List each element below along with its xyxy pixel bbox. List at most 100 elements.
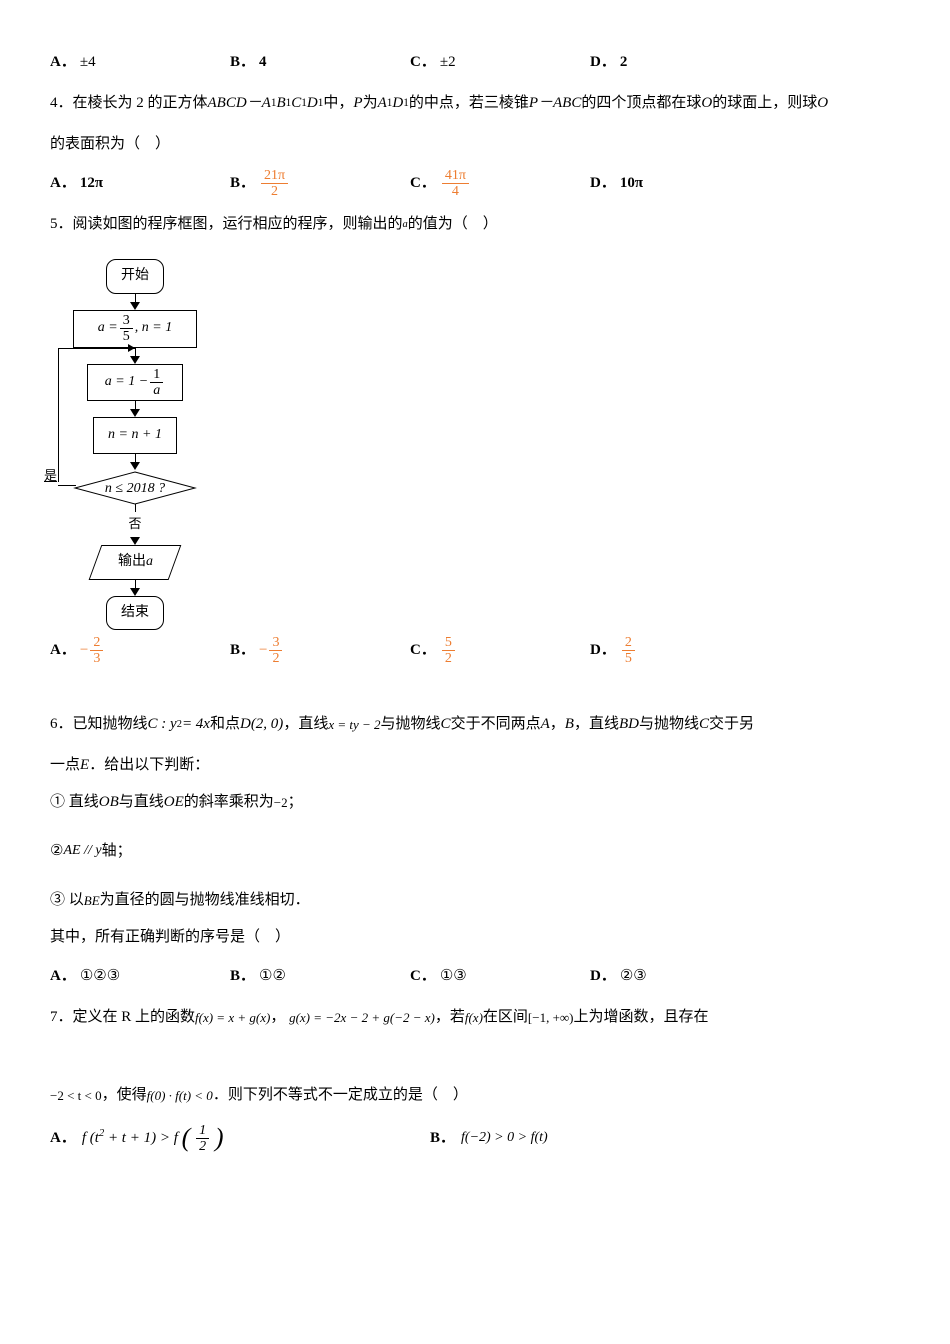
q4-choices: A． 12π B． 21π 2 C． 41π 4 D． 10π (50, 167, 900, 200)
q6-choice-d: D． ②③ (590, 960, 770, 993)
label: D． (590, 634, 616, 667)
line1: x = ty − 2 (328, 711, 380, 740)
n: 12 (80, 175, 95, 191)
q4-tail: 的表面积为（ ） (50, 128, 170, 161)
frac: 21π 2 (261, 168, 288, 200)
choice-label: B． (230, 46, 255, 79)
t: 7．定义在 R 上的函数 (50, 1001, 195, 1034)
val: 12π (80, 167, 103, 200)
expr: f (t2 + t + 1) > f ( 1 2 ) (82, 1122, 224, 1155)
B: B (276, 87, 285, 120)
num: 3 (120, 313, 133, 329)
q7-stem-2: −2 < t < 0 ，使得 f(0) · f(t) < 0 ．则下列不等式不一… (50, 1079, 900, 1112)
neg2: −2 (274, 789, 288, 818)
den: a (150, 383, 163, 398)
t: 输出 (118, 554, 146, 569)
t: 在区间 (483, 1001, 528, 1034)
arrow-down-icon (130, 588, 140, 596)
val: ①③ (440, 960, 467, 993)
C: C (291, 87, 301, 120)
O: O (701, 87, 712, 120)
num: 3 (269, 635, 282, 651)
label: A． (50, 634, 76, 667)
t: ，若 (435, 1001, 465, 1034)
label: C． (410, 634, 436, 667)
flow-no: 否 (50, 510, 220, 539)
A1: A (378, 87, 387, 120)
arrow-right-icon (128, 344, 135, 352)
num: 5 (442, 635, 455, 651)
t: ，直线 (574, 708, 619, 741)
t: ， (550, 708, 565, 741)
label: B． (430, 1122, 455, 1155)
OB: OB (99, 786, 119, 819)
loop-line (58, 348, 59, 483)
den: 3 (90, 651, 103, 666)
choice-label: C． (410, 46, 436, 79)
flowchart: 开始 a = 3 5 , n = 1 a = 1 − 1 a (50, 259, 220, 630)
cond-text: n ≤ 2018 ? (105, 481, 165, 496)
q5-stem: 5．阅读如图的程序框图，运行相应的程序，则输出的 a 的值为（ ） (50, 208, 900, 241)
P: P (353, 87, 362, 120)
t: 轴； (102, 835, 132, 868)
val: ①② (259, 960, 286, 993)
q4-choice-b: B． 21π 2 (230, 167, 410, 200)
q7-stem: 7．定义在 R 上的函数 f(x) = x + g(x) ， g(x) = −2… (50, 1001, 900, 1034)
f: f(x) (465, 1004, 483, 1033)
t: ③ 以 (50, 884, 84, 917)
frac: 3 2 (269, 635, 282, 667)
num: 21π (261, 168, 288, 184)
D: D(2, 0) (240, 708, 283, 741)
D: D (307, 87, 318, 120)
t: 上为增函数，且存在 (574, 1001, 709, 1034)
q6-ask: 其中，所有正确判断的序号是（ ） (50, 921, 900, 954)
choice-label: D． (590, 46, 616, 79)
choice-value: 2 (620, 46, 628, 79)
m: + t + 1) > f (104, 1130, 178, 1146)
t: ．则下列不等式不一定成立的是（ ） (213, 1079, 468, 1112)
arrow-down-icon (130, 356, 140, 364)
eq: = 4x (182, 708, 210, 741)
frac: 1 a (150, 367, 163, 399)
q4-choice-c: C． 41π 4 (410, 167, 590, 200)
label: D． (590, 960, 616, 993)
q4-choice-a: A． 12π (50, 167, 230, 200)
t: 的斜率乘积为 (184, 786, 274, 819)
label: B． (230, 960, 255, 993)
den: 4 (449, 184, 462, 199)
frac: 3 5 (120, 313, 133, 345)
den: 2 (442, 651, 455, 666)
den: 2 (269, 651, 282, 666)
q3-choice-c: C． ±2 (410, 46, 590, 79)
intv: [−1, +∞) (528, 1004, 574, 1033)
q5-choice-a: A． − 2 3 (50, 634, 230, 667)
t: 与直线 (119, 786, 164, 819)
t: ，直线 (283, 708, 328, 741)
label: B． (230, 634, 255, 667)
q5-choice-d: D． 2 5 (590, 634, 770, 667)
O2: O (817, 87, 828, 120)
q4-choice-d: D． 10π (590, 167, 770, 200)
num: 1 (196, 1123, 209, 1139)
val: ②③ (620, 960, 647, 993)
val: ①②③ (80, 960, 120, 993)
q3-choices: A． ±4 B． 4 C． ±2 D． 2 (50, 46, 900, 79)
flow-line (135, 401, 136, 409)
frac: 2 5 (622, 635, 635, 667)
q5-choice-b: B． − 3 2 (230, 634, 410, 667)
label: C． (410, 960, 436, 993)
t: 6．已知抛物线 (50, 708, 148, 741)
expr: f(−2) > 0 > f(t) (461, 1123, 548, 1154)
q6-choice-b: B． ①② (230, 960, 410, 993)
q5-body: 开始 a = 3 5 , n = 1 a = 1 − 1 a (50, 249, 900, 640)
flow-yes: 是 (44, 462, 57, 491)
den: 2 (268, 184, 281, 199)
den: 5 (622, 651, 635, 666)
q6-s2: ② AE // y 轴； (50, 835, 900, 868)
flow-line (135, 454, 136, 462)
neg: − (80, 634, 88, 667)
q6-choice-c: C． ①③ (410, 960, 590, 993)
den: 5 (120, 329, 133, 344)
t: , n = 1 (135, 313, 172, 344)
choice-label: A． (50, 46, 76, 79)
